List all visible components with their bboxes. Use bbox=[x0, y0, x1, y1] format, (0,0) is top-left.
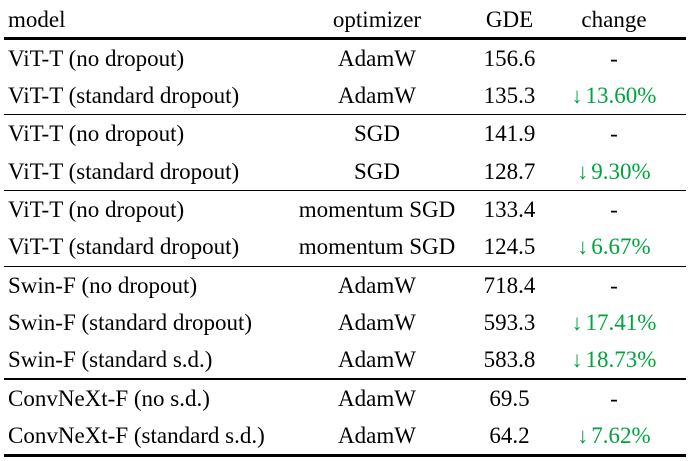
gde-cell: 133.4 bbox=[483, 197, 536, 223]
table-row: Swin-F (no dropout) AdamW 718.4 - bbox=[4, 267, 686, 304]
table-row: ViT-T (no dropout) momentum SGD 133.4 - bbox=[4, 191, 686, 228]
column-header-optimizer: optimizer bbox=[332, 6, 422, 32]
optimizer-cell: AdamW bbox=[338, 310, 416, 336]
column-header-model: model bbox=[8, 6, 66, 32]
model-cell: Swin-F (no dropout) bbox=[8, 272, 198, 298]
results-table: model optimizer GDE change ViT-T (no dro… bbox=[4, 0, 686, 457]
change-cell: ↓ 7.62% bbox=[557, 424, 686, 447]
optimizer-cell: AdamW bbox=[338, 385, 416, 411]
change-value: 18.73% bbox=[585, 347, 657, 373]
table-row: ConvNeXt-F (no s.d.) AdamW 69.5 - bbox=[4, 380, 686, 417]
column-header-change: change bbox=[581, 6, 647, 32]
change-cell: - bbox=[610, 45, 618, 71]
down-arrow-icon: ↓ bbox=[571, 347, 583, 373]
optimizer-cell: AdamW bbox=[338, 82, 416, 108]
group-rule bbox=[4, 378, 686, 380]
gde-cell: 135.3 bbox=[483, 82, 536, 108]
change-value: 7.62% bbox=[591, 423, 651, 449]
optimizer-cell: SGD bbox=[353, 158, 400, 184]
model-cell: Swin-F (standard dropout) bbox=[8, 310, 253, 336]
model-cell: ViT-T (standard dropout) bbox=[8, 234, 240, 260]
model-cell: ViT-T (standard dropout) bbox=[8, 158, 240, 184]
model-cell: ConvNeXt-F (standard s.d.) bbox=[8, 423, 265, 449]
table-row: ViT-T (standard dropout) AdamW 135.3 ↓ 13… bbox=[4, 77, 686, 114]
model-cell: ConvNeXt-F (no s.d.) bbox=[8, 385, 210, 411]
change-cell: - bbox=[610, 121, 618, 147]
change-cell: ↓ 9.30% bbox=[557, 160, 686, 183]
gde-cell: 124.5 bbox=[483, 234, 536, 260]
table-row: ViT-T (standard dropout) SGD 128.7 ↓ 9.30… bbox=[4, 153, 686, 190]
gde-cell: 141.9 bbox=[483, 121, 536, 147]
table-row: ViT-T (no dropout) SGD 141.9 - bbox=[4, 115, 686, 152]
table-row: ViT-T (standard dropout) momentum SGD 12… bbox=[4, 228, 686, 265]
group-rule bbox=[4, 113, 686, 116]
optimizer-cell: AdamW bbox=[338, 45, 416, 71]
change-cell: ↓ 17.41% bbox=[557, 311, 686, 334]
change-cell: ↓ 18.73% bbox=[557, 348, 686, 371]
model-cell: Swin-F (standard s.d.) bbox=[8, 347, 213, 373]
gde-cell: 69.5 bbox=[489, 385, 530, 411]
group-rule bbox=[4, 189, 686, 192]
optimizer-cell: AdamW bbox=[338, 272, 416, 298]
model-cell: ViT-T (no dropout) bbox=[8, 197, 185, 223]
change-cell: - bbox=[610, 385, 618, 411]
gde-cell: 718.4 bbox=[483, 272, 536, 298]
change-value: 6.67% bbox=[591, 234, 651, 260]
header-rule bbox=[4, 37, 686, 40]
model-cell: ViT-T (no dropout) bbox=[8, 121, 185, 147]
down-arrow-icon: ↓ bbox=[577, 234, 589, 260]
column-header-gde: GDE bbox=[485, 6, 534, 32]
table-row: Swin-F (standard s.d.) AdamW 583.8 ↓ 18.7… bbox=[4, 341, 686, 378]
change-cell: - bbox=[610, 197, 618, 223]
table-row: ConvNeXt-F (standard s.d.) AdamW 64.2 ↓ 7… bbox=[4, 417, 686, 454]
optimizer-cell: momentum SGD bbox=[298, 197, 456, 223]
down-arrow-icon: ↓ bbox=[577, 423, 589, 449]
down-arrow-icon: ↓ bbox=[577, 158, 589, 184]
change-cell: - bbox=[610, 272, 618, 298]
model-cell: ViT-T (standard dropout) bbox=[8, 82, 240, 108]
change-cell: ↓ 6.67% bbox=[557, 235, 686, 258]
optimizer-cell: AdamW bbox=[338, 347, 416, 373]
optimizer-cell: AdamW bbox=[338, 423, 416, 449]
table-row: ViT-T (no dropout) AdamW 156.6 - bbox=[4, 40, 686, 77]
optimizer-cell: momentum SGD bbox=[298, 234, 456, 260]
change-value: 17.41% bbox=[585, 310, 657, 336]
table-row: Swin-F (standard dropout) AdamW 593.3 ↓ 1… bbox=[4, 304, 686, 341]
down-arrow-icon: ↓ bbox=[571, 310, 583, 336]
bottom-rule bbox=[4, 454, 686, 457]
gde-cell: 128.7 bbox=[483, 158, 536, 184]
change-value: 13.60% bbox=[585, 82, 657, 108]
group-rule bbox=[4, 265, 686, 267]
header-row: model optimizer GDE change bbox=[4, 1, 686, 37]
gde-cell: 64.2 bbox=[489, 423, 530, 449]
gde-cell: 156.6 bbox=[483, 45, 536, 71]
model-cell: ViT-T (no dropout) bbox=[8, 45, 185, 71]
optimizer-cell: SGD bbox=[353, 121, 400, 147]
gde-cell: 583.8 bbox=[483, 347, 536, 373]
change-value: 9.30% bbox=[591, 158, 651, 184]
change-cell: ↓ 13.60% bbox=[557, 84, 686, 107]
gde-cell: 593.3 bbox=[483, 310, 536, 336]
down-arrow-icon: ↓ bbox=[571, 82, 583, 108]
